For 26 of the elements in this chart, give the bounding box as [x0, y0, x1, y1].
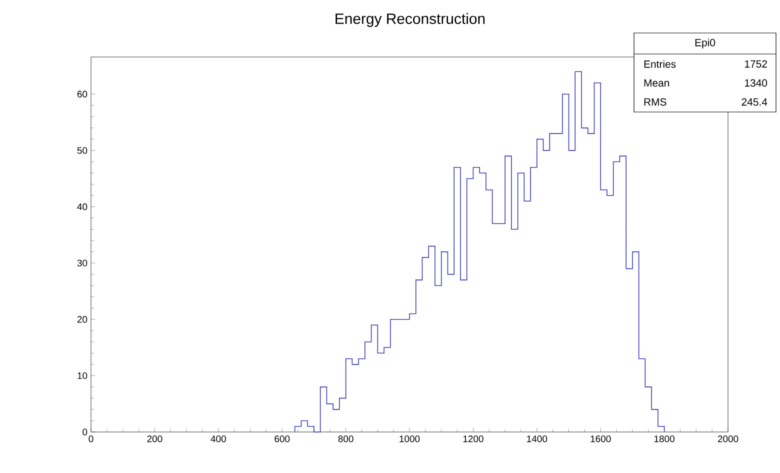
chart-title: Energy Reconstruction	[336, 13, 485, 27]
annotation: Mean	[644, 79, 670, 87]
y-tick-label: 20	[77, 316, 88, 323]
x-tick-label: 600	[274, 436, 290, 442]
y-tick-label: 40	[77, 203, 88, 210]
x-tick-label: 200	[147, 436, 162, 442]
annotation: Entries	[644, 60, 676, 68]
annotation: RMS	[644, 98, 666, 106]
x-tick-label: 1200	[463, 436, 484, 442]
text: 245.4	[742, 98, 768, 106]
y-tick-label: 30	[77, 260, 88, 266]
x-tick-label: 800	[338, 436, 354, 442]
y-tick-label: 0	[82, 428, 88, 436]
x-tick-label: 1400	[527, 436, 548, 442]
y-tick-label: 10	[78, 372, 88, 380]
x-tick-label: 1600	[590, 436, 611, 442]
x-tick-label: 1000	[400, 436, 420, 442]
text: 1340	[745, 79, 768, 87]
y-tick-label: 50	[77, 147, 88, 154]
legend-title: Epi0	[695, 38, 716, 48]
x-tick-label: 2000	[718, 436, 738, 442]
x-tick-label: 1800	[654, 436, 674, 442]
y-tick-label: 60	[77, 90, 88, 98]
x-tick-label: 0	[88, 436, 94, 442]
text: 1752	[745, 60, 767, 68]
x-tick-label: 400	[210, 436, 226, 442]
